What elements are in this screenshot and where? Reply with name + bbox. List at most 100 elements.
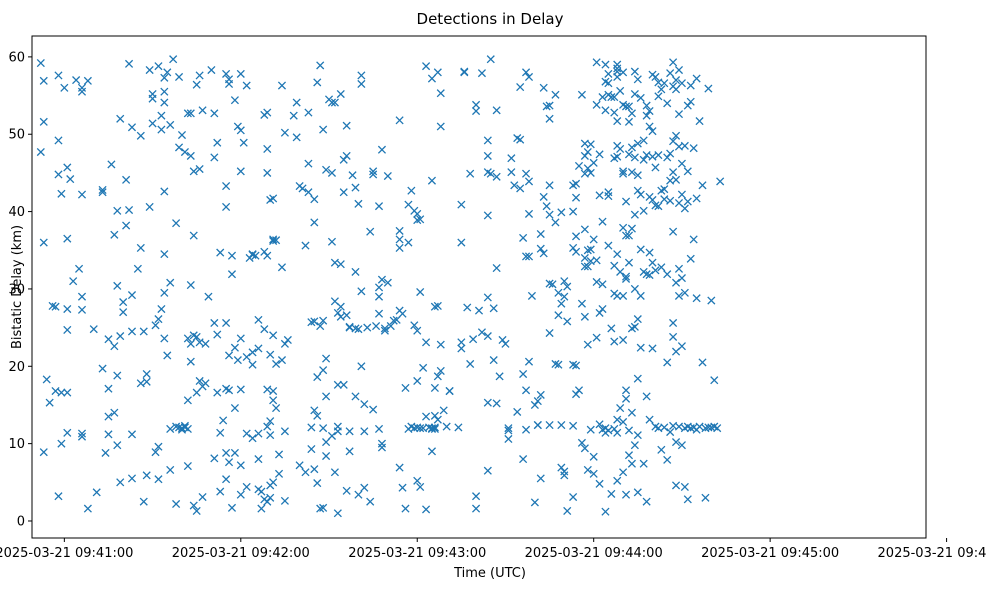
data-point bbox=[548, 280, 557, 289]
data-point bbox=[633, 431, 642, 440]
data-point bbox=[430, 423, 439, 432]
data-point bbox=[272, 359, 281, 369]
data-point bbox=[351, 183, 360, 192]
data-point bbox=[586, 425, 595, 434]
data-point bbox=[492, 172, 501, 181]
data-point bbox=[316, 322, 325, 331]
data-point bbox=[172, 219, 181, 228]
data-point bbox=[536, 474, 545, 483]
data-point bbox=[160, 288, 169, 297]
data-point bbox=[377, 443, 387, 452]
data-point bbox=[677, 441, 686, 450]
data-point bbox=[657, 85, 666, 94]
data-point bbox=[113, 281, 122, 290]
data-point bbox=[260, 247, 269, 256]
data-point bbox=[154, 62, 163, 71]
data-point bbox=[560, 467, 569, 476]
data-point bbox=[69, 277, 78, 286]
data-point bbox=[674, 264, 684, 273]
data-point bbox=[201, 339, 210, 348]
data-point bbox=[583, 147, 592, 157]
data-point bbox=[263, 144, 272, 153]
data-point bbox=[524, 357, 534, 366]
data-point bbox=[327, 237, 337, 246]
data-point bbox=[560, 292, 569, 301]
data-point bbox=[545, 181, 554, 190]
data-point bbox=[269, 331, 278, 340]
data-point bbox=[686, 254, 695, 263]
data-point bbox=[686, 81, 695, 90]
data-point bbox=[351, 324, 360, 333]
data-point bbox=[604, 241, 613, 250]
data-point bbox=[613, 117, 622, 126]
data-point bbox=[236, 490, 245, 499]
data-point bbox=[598, 280, 607, 289]
data-point bbox=[683, 167, 692, 176]
data-point bbox=[430, 411, 439, 420]
data-point bbox=[124, 205, 134, 215]
data-point bbox=[486, 169, 495, 178]
data-point bbox=[698, 358, 707, 367]
data-point bbox=[642, 270, 651, 279]
data-point bbox=[248, 434, 257, 443]
data-point bbox=[322, 438, 331, 447]
data-point bbox=[633, 139, 642, 148]
data-point bbox=[654, 202, 663, 211]
data-point bbox=[648, 344, 657, 353]
data-point bbox=[536, 229, 545, 239]
data-point bbox=[374, 309, 384, 318]
data-point bbox=[580, 225, 589, 234]
data-point bbox=[51, 302, 60, 311]
data-point bbox=[430, 302, 439, 311]
data-point bbox=[433, 415, 442, 424]
data-point bbox=[39, 117, 48, 126]
data-point bbox=[263, 385, 272, 394]
data-point bbox=[54, 492, 63, 501]
data-point bbox=[707, 296, 716, 305]
data-point bbox=[292, 98, 301, 107]
data-point bbox=[310, 218, 319, 227]
data-point bbox=[77, 83, 87, 92]
data-point bbox=[477, 69, 487, 78]
data-point bbox=[677, 274, 686, 283]
data-point bbox=[613, 428, 622, 437]
data-point bbox=[195, 71, 204, 80]
data-point bbox=[227, 503, 237, 512]
data-point bbox=[677, 342, 686, 351]
data-point bbox=[627, 224, 636, 233]
data-point bbox=[248, 360, 257, 369]
data-point bbox=[313, 78, 322, 87]
data-point bbox=[607, 489, 616, 498]
data-point bbox=[369, 167, 378, 176]
data-point bbox=[422, 412, 431, 421]
data-point bbox=[557, 463, 566, 472]
data-point bbox=[345, 427, 354, 436]
data-point bbox=[83, 504, 92, 513]
data-point bbox=[280, 128, 289, 137]
data-point bbox=[666, 149, 675, 158]
data-point bbox=[619, 223, 628, 232]
data-point bbox=[619, 169, 628, 178]
data-point bbox=[348, 171, 357, 180]
data-point bbox=[666, 69, 675, 78]
data-point bbox=[157, 111, 166, 120]
data-point bbox=[669, 318, 678, 328]
data-point bbox=[666, 196, 675, 205]
data-point bbox=[519, 369, 528, 379]
data-point bbox=[51, 386, 60, 396]
data-point bbox=[630, 322, 639, 331]
data-point bbox=[395, 226, 404, 235]
data-point bbox=[610, 261, 619, 270]
data-point bbox=[354, 325, 363, 334]
data-point bbox=[648, 258, 657, 267]
data-point bbox=[395, 243, 404, 252]
data-point bbox=[674, 422, 684, 431]
data-point bbox=[630, 67, 639, 76]
data-point bbox=[516, 184, 525, 193]
data-point bbox=[624, 258, 634, 267]
data-point bbox=[689, 144, 698, 153]
data-point bbox=[595, 150, 604, 159]
data-point bbox=[577, 438, 586, 447]
data-point bbox=[316, 504, 325, 513]
data-point bbox=[145, 202, 154, 212]
